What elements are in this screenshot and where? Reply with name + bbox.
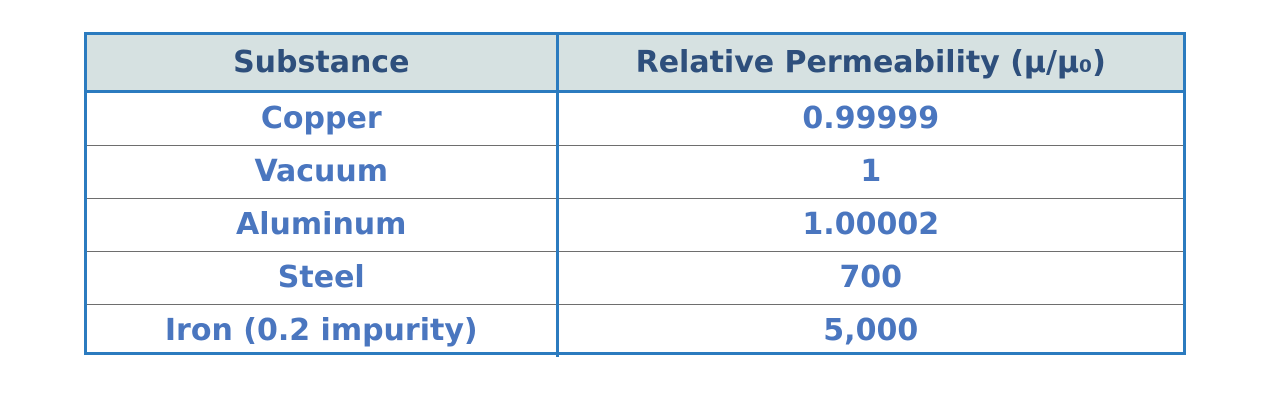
permeability-cell: 5,000 bbox=[557, 304, 1183, 357]
substance-cell: Copper bbox=[87, 91, 559, 146]
header-relative-permeability: Relative Permeability (μ/μ₀) bbox=[557, 35, 1183, 93]
table-row: Iron (0.2 impurity) 5,000 bbox=[87, 304, 1183, 357]
substance-cell: Iron (0.2 impurity) bbox=[87, 304, 559, 357]
header-row: Substance Relative Permeability (μ/μ₀) bbox=[87, 35, 1183, 93]
permeability-cell: 1.00002 bbox=[557, 198, 1183, 252]
permeability-cell: 700 bbox=[557, 251, 1183, 305]
data-table: Substance Relative Permeability (μ/μ₀) C… bbox=[87, 35, 1183, 357]
permeability-cell: 0.99999 bbox=[802, 101, 940, 136]
substance-cell: Vacuum bbox=[87, 145, 559, 199]
table-row: Aluminum 1.00002 bbox=[87, 198, 1183, 252]
header-substance: Substance bbox=[87, 35, 559, 93]
substance-cell: Aluminum bbox=[87, 198, 559, 252]
permeability-cell: 1 bbox=[557, 145, 1183, 199]
substance-cell: Steel bbox=[87, 251, 559, 305]
table-row: Vacuum 1 bbox=[87, 145, 1183, 199]
table-row: Copper 0.99999 bbox=[87, 91, 1183, 146]
permeability-table: Substance Relative Permeability (μ/μ₀) C… bbox=[84, 32, 1186, 357]
table-row: Steel 700 bbox=[87, 251, 1183, 305]
